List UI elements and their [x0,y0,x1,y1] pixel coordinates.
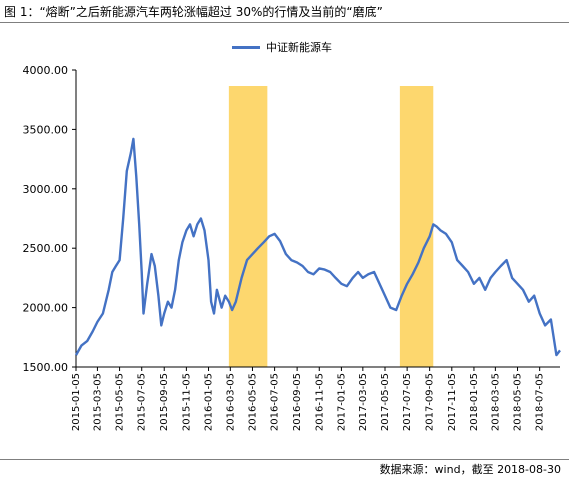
y-tick-label: 4000.00 [23,64,69,77]
x-tick-label: 2017-09-05 [425,373,436,431]
x-tick-label: 2015-11-05 [181,373,192,431]
x-tick-label: 2017-07-05 [402,373,413,431]
x-tick-label: 2017-05-05 [380,373,391,431]
source-note: 数据来源：wind，截至 2018-08-30 [379,463,561,476]
highlight-bands [228,86,434,367]
y-tick-label: 2500.00 [23,242,69,255]
x-tick-label: 2018-03-05 [490,373,501,431]
x-tick-label: 2015-09-05 [159,373,170,431]
x-tick-label: 2018-01-05 [469,373,480,431]
y-tick-label: 3500.00 [23,123,69,136]
y-tick-label: 3000.00 [23,183,69,196]
legend: 中证新能源车 [232,40,332,54]
chart-title: 图 1：“熔断”之后新能源汽车两轮涨幅超过 30%的行情及当前的“磨底” [4,5,383,19]
highlight-band-2 [399,86,434,367]
x-tick-label: 2016-01-05 [204,373,215,431]
x-tick-label: 2016-11-05 [314,373,325,431]
title-divider [0,22,569,23]
x-tick-label: 2017-03-05 [358,373,369,431]
legend-label: 中证新能源车 [266,41,332,54]
x-tick-label: 2016-09-05 [292,373,303,431]
x-tick-label: 2018-05-05 [513,373,524,431]
x-tick-label: 2015-07-05 [137,373,148,431]
x-tick-label: 2016-07-05 [270,373,281,431]
y-tick-label: 2000.00 [23,302,69,315]
highlight-band-1 [228,86,268,367]
x-tick-label: 2015-01-05 [71,373,82,431]
legend-swatch [232,45,260,49]
x-tick-label: 2016-05-05 [247,373,258,431]
x-tick-label: 2017-01-05 [336,373,347,431]
series-lines [74,137,561,357]
y-axis: 1500.00 2000.00 2500.00 3000.00 3500.00 4000.… [23,64,77,374]
series-line-1 [74,137,561,357]
x-tick-label: 2016-03-05 [225,373,236,431]
x-axis: 2015-01-05 2015-03-05 2015-05-05 2015-07-05… [71,366,560,431]
x-tick-label: 2017-11-05 [447,373,458,431]
x-tick-label: 2018-07-05 [535,373,546,431]
y-tick-label: 1500.00 [23,361,69,374]
line-chart: 1500.00 2000.00 2500.00 3000.00 3500.00 4000.… [23,64,561,431]
footer-divider [0,459,569,460]
x-tick-label: 2015-05-05 [115,373,126,431]
x-tick-label: 2015-03-05 [92,373,103,431]
